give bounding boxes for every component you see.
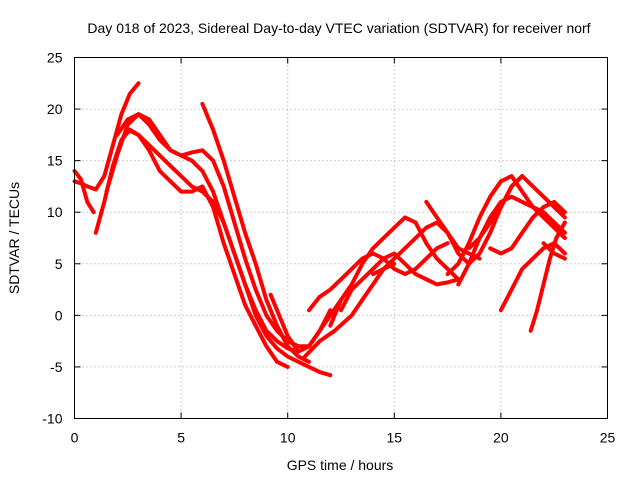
series-track-20	[528, 220, 567, 333]
series-track-8	[268, 292, 343, 354]
series-track-16	[456, 194, 567, 287]
y-tick-label: 0	[55, 307, 63, 323]
series-track-7	[200, 101, 311, 364]
tick-layer: 0 5 10 15 20 25 -10 -5 0 5 10 15 20 25	[42, 50, 615, 446]
grid-layer	[74, 57, 608, 419]
plot-frame	[74, 57, 608, 419]
x-tick-label: 15	[387, 430, 403, 446]
series-track-21	[541, 241, 567, 261]
series-track-13	[371, 220, 482, 277]
x-tick-label: 25	[600, 430, 616, 446]
x-tick-label: 5	[177, 430, 185, 446]
series-track-2	[72, 169, 96, 215]
x-axis-label: GPS time / hours	[287, 457, 394, 473]
series-track-11	[339, 251, 461, 313]
y-tick-label: -5	[50, 359, 63, 375]
series-track-9	[307, 241, 450, 313]
x-tick-label: 0	[71, 430, 79, 446]
series-track-10	[328, 215, 461, 328]
x-tick-label: 20	[493, 430, 509, 446]
y-tick-label: 5	[55, 256, 63, 272]
series-track-6	[125, 127, 301, 354]
y-tick-label: 20	[47, 101, 63, 117]
y-axis-label: SDTVAR / TECUs	[6, 182, 22, 294]
series-track-15	[445, 174, 567, 277]
y-tick-label: 15	[47, 153, 63, 169]
chart-title: Day 018 of 2023, Sidereal Day-to-day VTE…	[87, 20, 590, 36]
series-layer	[72, 81, 567, 378]
y-tick-label: -10	[42, 411, 62, 427]
series-track-18	[488, 199, 567, 256]
y-tick-label: 10	[47, 204, 63, 220]
y-tick-label: 25	[47, 50, 63, 66]
x-tick-label: 10	[280, 430, 296, 446]
series-track-17	[466, 174, 567, 251]
